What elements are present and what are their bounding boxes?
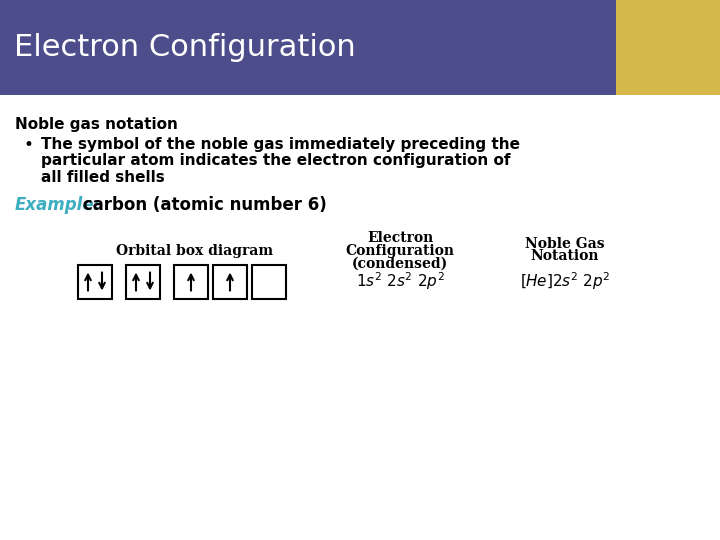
Bar: [213, 265, 247, 299]
Text: Configuration: Configuration: [346, 244, 454, 258]
Text: Electron Configuration: Electron Configuration: [14, 33, 356, 62]
Bar: [0, 0, 616, 94]
Bar: [78, 265, 112, 299]
Bar: [616, 0, 720, 94]
Bar: [126, 265, 160, 299]
Text: The symbol of the noble gas immediately preceding the: The symbol of the noble gas immediately …: [41, 137, 520, 152]
Text: Notation: Notation: [531, 249, 599, 264]
Text: Noble gas notation: Noble gas notation: [15, 117, 178, 132]
Bar: [252, 265, 286, 299]
Text: Electron: Electron: [367, 231, 433, 245]
Text: $1s^2\ 2s^2\ 2p^2$: $1s^2\ 2s^2\ 2p^2$: [356, 271, 444, 292]
Bar: [174, 265, 208, 299]
Text: carbon (atomic number 6): carbon (atomic number 6): [77, 195, 327, 213]
Text: Example:: Example:: [15, 195, 102, 213]
Text: all filled shells: all filled shells: [41, 171, 165, 186]
Text: particular atom indicates the electron configuration of: particular atom indicates the electron c…: [41, 153, 510, 168]
Text: •: •: [23, 137, 33, 154]
Text: (condensed): (condensed): [352, 256, 448, 271]
Text: $[He]2s^2\ 2p^2$: $[He]2s^2\ 2p^2$: [520, 271, 611, 292]
Text: Orbital box diagram: Orbital box diagram: [117, 244, 274, 258]
Text: Noble Gas: Noble Gas: [525, 237, 605, 251]
